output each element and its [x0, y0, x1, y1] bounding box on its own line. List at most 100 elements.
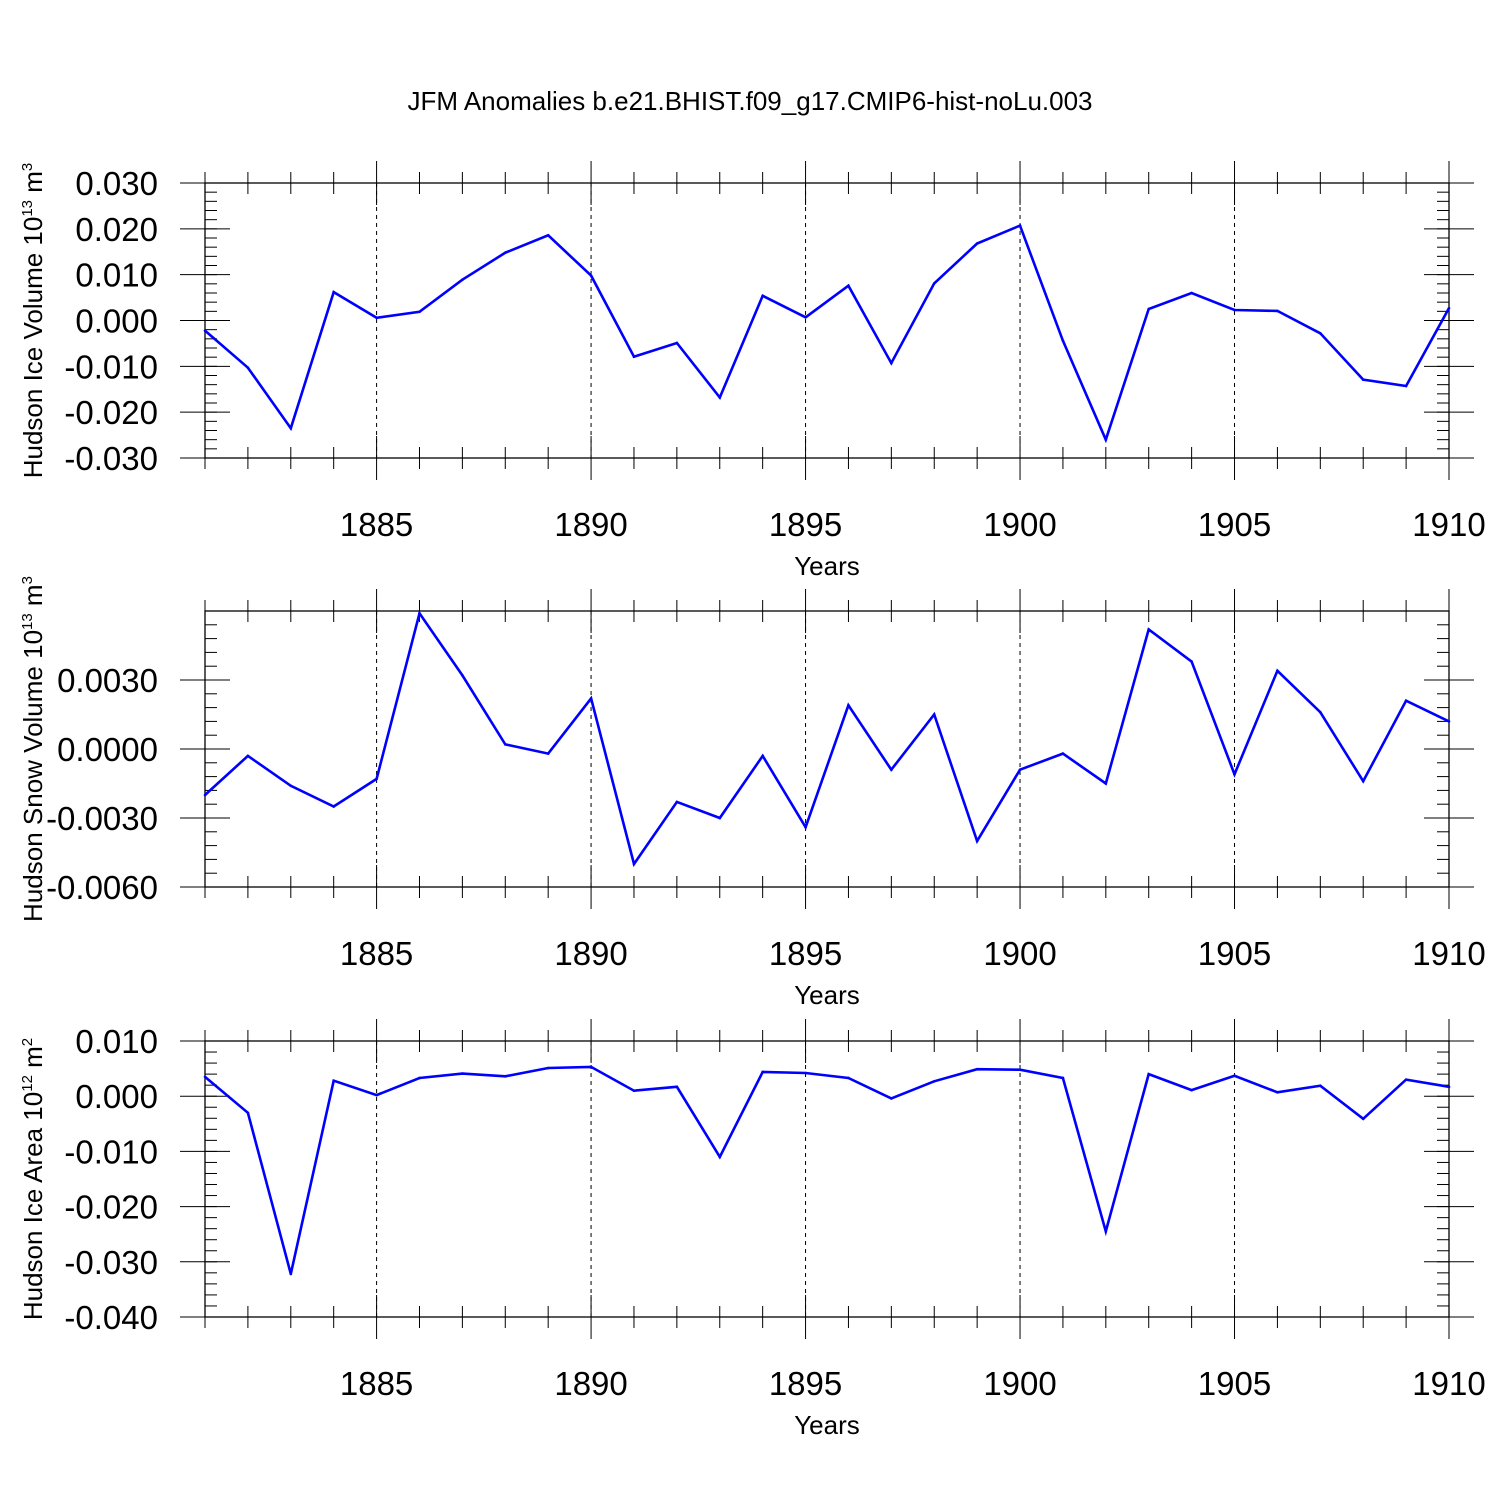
data-point [675, 1085, 679, 1089]
x-tick-label: 1900 [983, 935, 1056, 972]
y-tick-label: -0.020 [64, 1189, 158, 1226]
data-point [847, 1076, 850, 1080]
data-point [375, 1093, 378, 1097]
data-point [246, 754, 250, 758]
data-point [804, 315, 807, 319]
y-tick-label: -0.040 [64, 1299, 158, 1336]
data-point [461, 278, 464, 282]
y-tick-label: 0.0030 [57, 662, 158, 699]
y-tick-label: 0.0000 [57, 731, 158, 768]
x-tick-label: 1910 [1412, 506, 1485, 543]
data-point [1319, 710, 1322, 714]
data-point [589, 274, 593, 277]
data-point [804, 1071, 807, 1075]
data-point [804, 825, 807, 829]
panel-bottom: 0.010 0.000 -0.010 -0.020 -0.030 -0.040 1885 18… [18, 1019, 1486, 1440]
data-point [890, 361, 893, 365]
data-point [932, 713, 936, 716]
data-point [332, 1079, 335, 1083]
data-point [289, 426, 293, 430]
x-tick-label: 1905 [1198, 1365, 1271, 1402]
data-point [1447, 306, 1451, 310]
data-point [246, 366, 250, 370]
data-point [418, 310, 421, 314]
x-tick-label: 1890 [554, 935, 627, 972]
data-point [1147, 628, 1151, 631]
data-point [503, 251, 507, 254]
data-point [1276, 1091, 1279, 1094]
data-point [718, 816, 722, 820]
y-tick-label: -0.0060 [46, 869, 158, 906]
data-point [203, 793, 207, 797]
data-point [1190, 1088, 1193, 1092]
data-point [503, 1075, 507, 1078]
series-line [204, 610, 1450, 868]
data-point [289, 784, 293, 788]
data-point [375, 316, 378, 320]
y-tick-label: 0.000 [75, 303, 158, 340]
data-point [589, 1065, 593, 1069]
x-axis-label: Years [794, 980, 860, 1010]
data-point [1018, 1068, 1022, 1072]
panel-middle: 0.0030 0.0000 -0.0030 -0.0060 1885 1890 1895 19… [18, 576, 1486, 1010]
data-point [1361, 378, 1365, 381]
data-point [761, 754, 764, 758]
x-tick-label: 1910 [1412, 935, 1485, 972]
data-point [1104, 782, 1108, 785]
data-point [1276, 309, 1279, 313]
y-tick-label: -0.010 [64, 348, 158, 385]
x-tick-label: 1885 [340, 935, 413, 972]
data-point [718, 1155, 722, 1159]
data-point [546, 233, 550, 237]
data-point [761, 1070, 764, 1074]
x-tick-label: 1895 [769, 506, 842, 543]
data-point [632, 355, 636, 359]
data-point [546, 752, 550, 755]
data-point [1276, 669, 1279, 673]
data-point [589, 697, 593, 700]
data-point [1447, 720, 1451, 723]
data-point [761, 294, 764, 298]
y-tick-label: 0.010 [75, 1023, 158, 1060]
data-point [975, 839, 979, 843]
data-point [546, 1066, 550, 1070]
data-point [718, 396, 722, 399]
x-axis-label: Years [794, 551, 860, 581]
y-tick-label: -0.010 [64, 1133, 158, 1170]
y-axis-label: Hudson Ice Volume 1013 m3 [18, 163, 48, 479]
data-point [461, 674, 464, 677]
y-tick-label: -0.030 [64, 440, 158, 477]
data-point [1190, 291, 1193, 295]
x-tick-label: 1890 [554, 506, 627, 543]
data-point [632, 1089, 636, 1092]
x-tick-label: 1905 [1198, 506, 1271, 543]
y-tick-label: 0.010 [75, 257, 158, 294]
x-tick-label: 1910 [1412, 1365, 1485, 1402]
y-tick-label: -0.030 [64, 1244, 158, 1281]
y-tick-label: 0.000 [75, 1078, 158, 1115]
data-point [1147, 1072, 1151, 1076]
data-point [1233, 773, 1236, 776]
data-point [975, 1067, 979, 1071]
y-tick-label: 0.030 [75, 165, 158, 202]
x-tick-label: 1895 [769, 1365, 842, 1402]
data-point [1190, 660, 1193, 663]
data-point [1447, 1085, 1451, 1089]
data-point [1233, 1074, 1236, 1078]
data-point [503, 743, 507, 746]
data-point [332, 290, 335, 294]
y-axis-label: Hudson Ice Area 1012 m2 [18, 1038, 48, 1320]
data-point [890, 1097, 893, 1100]
data-point [1018, 768, 1022, 771]
x-tick-label: 1905 [1198, 935, 1271, 972]
x-tick-label: 1895 [769, 935, 842, 972]
data-point [632, 862, 636, 866]
plot-frame [204, 1040, 1450, 1318]
data-point [1061, 752, 1065, 755]
x-tick-label: 1900 [983, 1365, 1056, 1402]
data-point [203, 329, 207, 332]
data-point [289, 1272, 293, 1276]
data-point [375, 777, 378, 781]
